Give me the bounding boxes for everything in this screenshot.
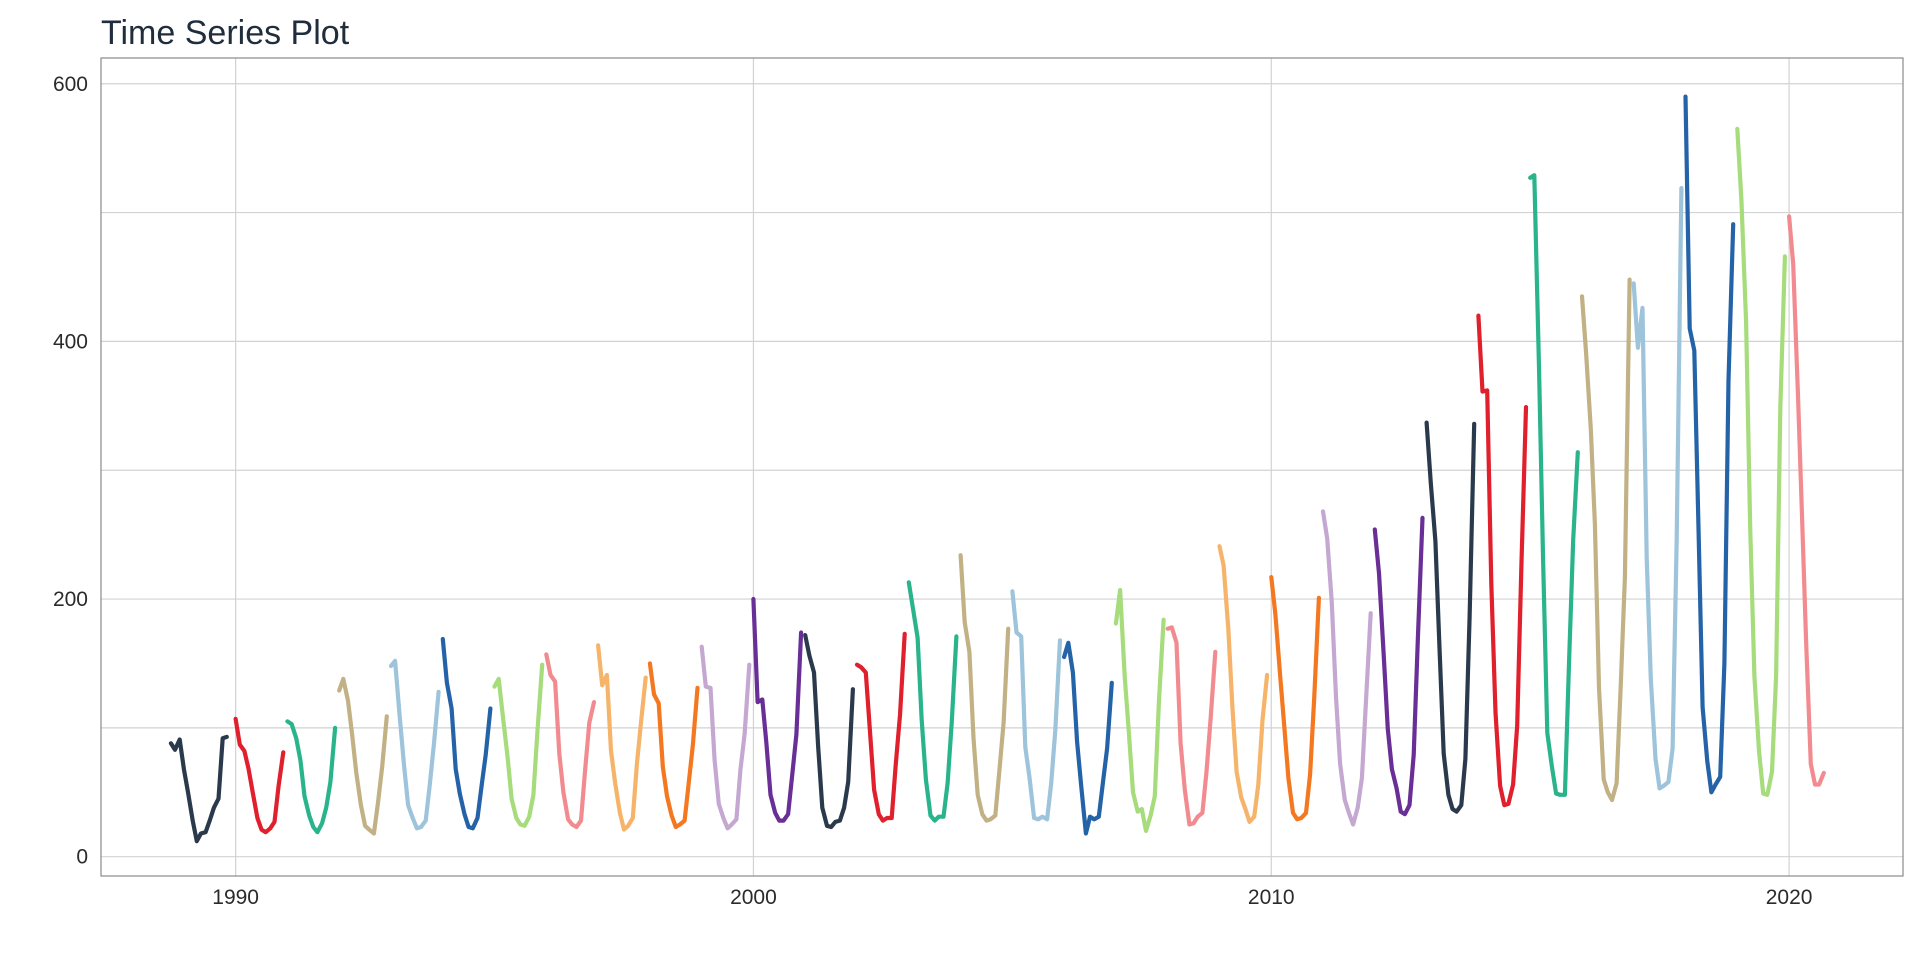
series-line [1631,186,1684,791]
series-line [1010,589,1063,822]
x-tick-label: 1990 [212,886,259,909]
series-line [1269,574,1322,822]
series-line [337,676,389,836]
series-line [168,734,229,844]
series-line [595,643,648,832]
series-line [1735,126,1788,797]
series-line [1165,625,1218,827]
series-line [1476,313,1529,808]
series-line [1424,420,1477,814]
series-line [1061,640,1114,836]
x-tick-label: 2000 [730,886,777,909]
series-line [233,716,286,835]
series-line [803,632,856,830]
series-line [388,658,441,831]
series-line [1113,587,1166,834]
series-line [544,652,597,830]
series-line [1528,173,1580,797]
series-line [699,644,752,831]
series-line [1786,214,1826,787]
series-line [647,661,700,830]
series-line [958,553,1011,823]
series-line [1217,544,1270,825]
y-tick-label: 600 [53,73,88,96]
series-line [285,719,338,835]
series-line [1579,277,1632,803]
series-line [440,636,493,831]
y-tick-label: 200 [53,588,88,611]
series-line [854,631,907,823]
series-line [751,596,804,823]
series-line [492,662,545,828]
series-line [1372,515,1425,817]
series-lines [168,94,1826,844]
y-tick-label: 400 [53,330,88,353]
x-tick-label: 2010 [1248,886,1295,909]
series-line [1320,509,1373,827]
plot-panel-border [100,57,1904,877]
series-line [1683,94,1736,795]
chart-title: Time Series Plot [101,14,350,52]
series-line [906,580,959,823]
axis-tick-labels: 0 200 400 600 1990 2000 2010 2020 [53,73,1812,909]
y-tick-label: 0 [76,846,88,869]
x-tick-label: 2020 [1766,886,1813,909]
